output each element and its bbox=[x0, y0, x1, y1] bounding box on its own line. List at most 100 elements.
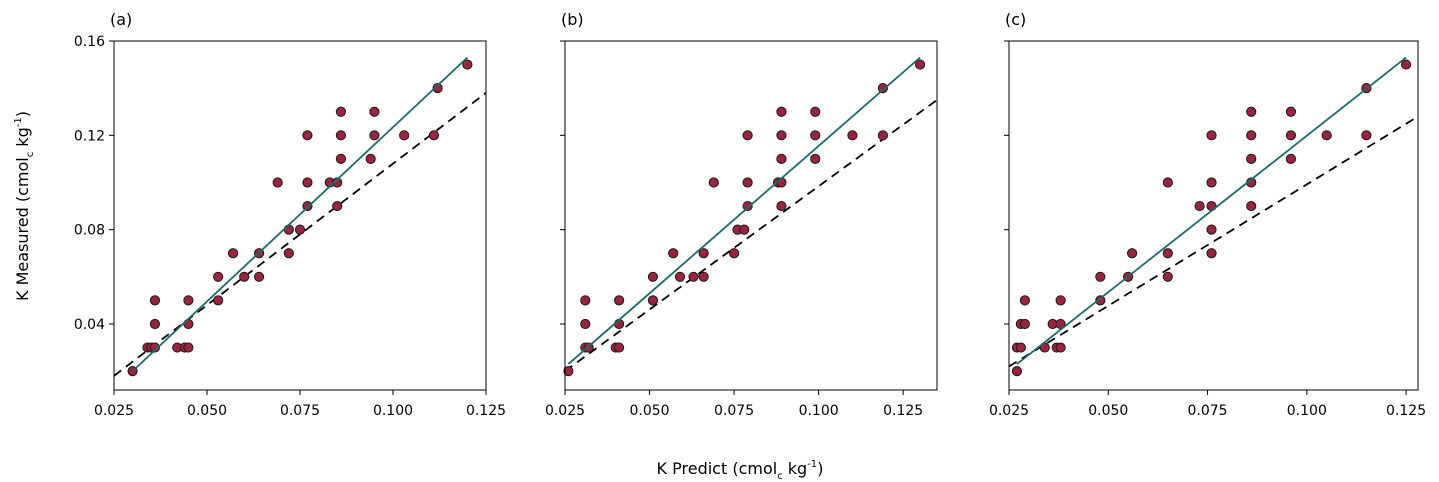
x-tick-label: 0.125 bbox=[883, 403, 923, 419]
data-point bbox=[332, 177, 343, 188]
data-point bbox=[1015, 342, 1027, 353]
x-tick-label: 0.125 bbox=[466, 403, 506, 419]
data-point bbox=[776, 130, 787, 141]
data-point bbox=[335, 130, 347, 141]
x-axis-title: K Predict (cmolc kg-1) bbox=[657, 459, 824, 482]
x-tick-label: 0.050 bbox=[1088, 403, 1128, 419]
data-point bbox=[1126, 248, 1138, 259]
data-point bbox=[335, 106, 347, 117]
data-point bbox=[698, 248, 709, 259]
x-tick-label: 0.025 bbox=[989, 403, 1029, 419]
data-point bbox=[1019, 295, 1030, 306]
x-tick-label: 0.025 bbox=[545, 403, 585, 419]
fit-line bbox=[131, 56, 469, 372]
data-point bbox=[1162, 271, 1173, 282]
x-tick-label: 0.050 bbox=[629, 403, 669, 419]
data-point bbox=[614, 295, 625, 306]
y-tick-label: 0.12 bbox=[74, 128, 105, 144]
data-point bbox=[742, 130, 753, 141]
data-point bbox=[283, 224, 294, 235]
data-point bbox=[302, 177, 313, 188]
data-point bbox=[742, 200, 753, 212]
data-point bbox=[1246, 130, 1257, 141]
data-point bbox=[1400, 59, 1412, 70]
data-point bbox=[810, 153, 821, 165]
data-point bbox=[1162, 248, 1173, 259]
data-point bbox=[739, 224, 750, 235]
data-point bbox=[1285, 130, 1297, 141]
data-point bbox=[1055, 295, 1066, 306]
x-tick-label: 0.075 bbox=[280, 403, 320, 419]
x-tick-label: 0.100 bbox=[799, 403, 839, 419]
data-point bbox=[183, 342, 194, 353]
data-point bbox=[1361, 130, 1372, 141]
data-point bbox=[283, 248, 294, 259]
data-point bbox=[332, 200, 343, 212]
y-tick-label: 0.04 bbox=[74, 317, 105, 333]
data-point bbox=[213, 295, 224, 306]
data-point bbox=[462, 59, 473, 70]
data-point bbox=[847, 130, 858, 141]
dashed-line bbox=[1009, 115, 1418, 368]
x-tick-label: 0.075 bbox=[1187, 403, 1227, 419]
data-points bbox=[127, 59, 473, 377]
panel-label: (a) bbox=[110, 10, 132, 29]
data-point bbox=[698, 271, 709, 282]
data-point bbox=[1019, 318, 1030, 330]
y-tick-label: 0.16 bbox=[74, 34, 105, 50]
data-point bbox=[688, 271, 699, 282]
panels-group: 0.025 0.050 0.075 0.100 0.125 0.04 0.08 0.12 0.1… bbox=[74, 10, 1426, 419]
data-point bbox=[432, 83, 443, 94]
data-point bbox=[1246, 106, 1257, 117]
data-point bbox=[580, 295, 591, 306]
y-axis-title: K Measured (cmolc kg-1) bbox=[13, 111, 36, 301]
data-point bbox=[810, 130, 821, 141]
data-point bbox=[1011, 366, 1023, 377]
data-point bbox=[1162, 177, 1173, 188]
data-point bbox=[1095, 271, 1106, 282]
data-point bbox=[776, 106, 787, 117]
y-tick-label: 0.08 bbox=[74, 223, 105, 239]
panel-label: (b) bbox=[561, 10, 584, 29]
fit-line bbox=[567, 56, 921, 365]
data-point bbox=[810, 106, 821, 117]
data-point bbox=[776, 153, 787, 165]
data-point bbox=[183, 295, 194, 306]
data-point bbox=[369, 130, 380, 141]
data-point bbox=[776, 200, 787, 212]
data-point bbox=[1194, 200, 1205, 212]
dashed-line bbox=[565, 99, 937, 372]
data-point bbox=[914, 59, 926, 70]
panel-1: 0.025 0.050 0.075 0.100 0.125 0.04 0.08 0.12 0.1… bbox=[74, 10, 506, 419]
data-point bbox=[272, 177, 283, 188]
x-tick-label: 0.025 bbox=[94, 403, 134, 419]
data-point bbox=[399, 130, 410, 141]
data-point bbox=[149, 342, 161, 353]
x-tick-label: 0.075 bbox=[714, 403, 754, 419]
data-point bbox=[428, 130, 440, 141]
data-point bbox=[239, 271, 250, 282]
data-point bbox=[1206, 248, 1217, 259]
data-point bbox=[580, 318, 591, 330]
data-point bbox=[294, 224, 306, 235]
data-point bbox=[369, 106, 380, 117]
data-point bbox=[213, 271, 224, 282]
data-point bbox=[1095, 295, 1106, 306]
data-point bbox=[149, 318, 161, 330]
data-point bbox=[728, 248, 740, 259]
data-points bbox=[1011, 59, 1412, 377]
x-tick-label: 0.100 bbox=[373, 403, 413, 419]
data-point bbox=[1206, 177, 1217, 188]
data-point bbox=[877, 83, 888, 94]
data-point bbox=[647, 271, 659, 282]
data-points bbox=[563, 59, 926, 377]
data-point bbox=[335, 153, 347, 165]
data-point bbox=[708, 177, 719, 188]
plot-frame bbox=[1008, 40, 1419, 391]
x-tick-label: 0.050 bbox=[187, 403, 227, 419]
data-point bbox=[1246, 153, 1257, 165]
data-point bbox=[149, 295, 161, 306]
data-point bbox=[877, 130, 888, 141]
data-point bbox=[647, 295, 659, 306]
